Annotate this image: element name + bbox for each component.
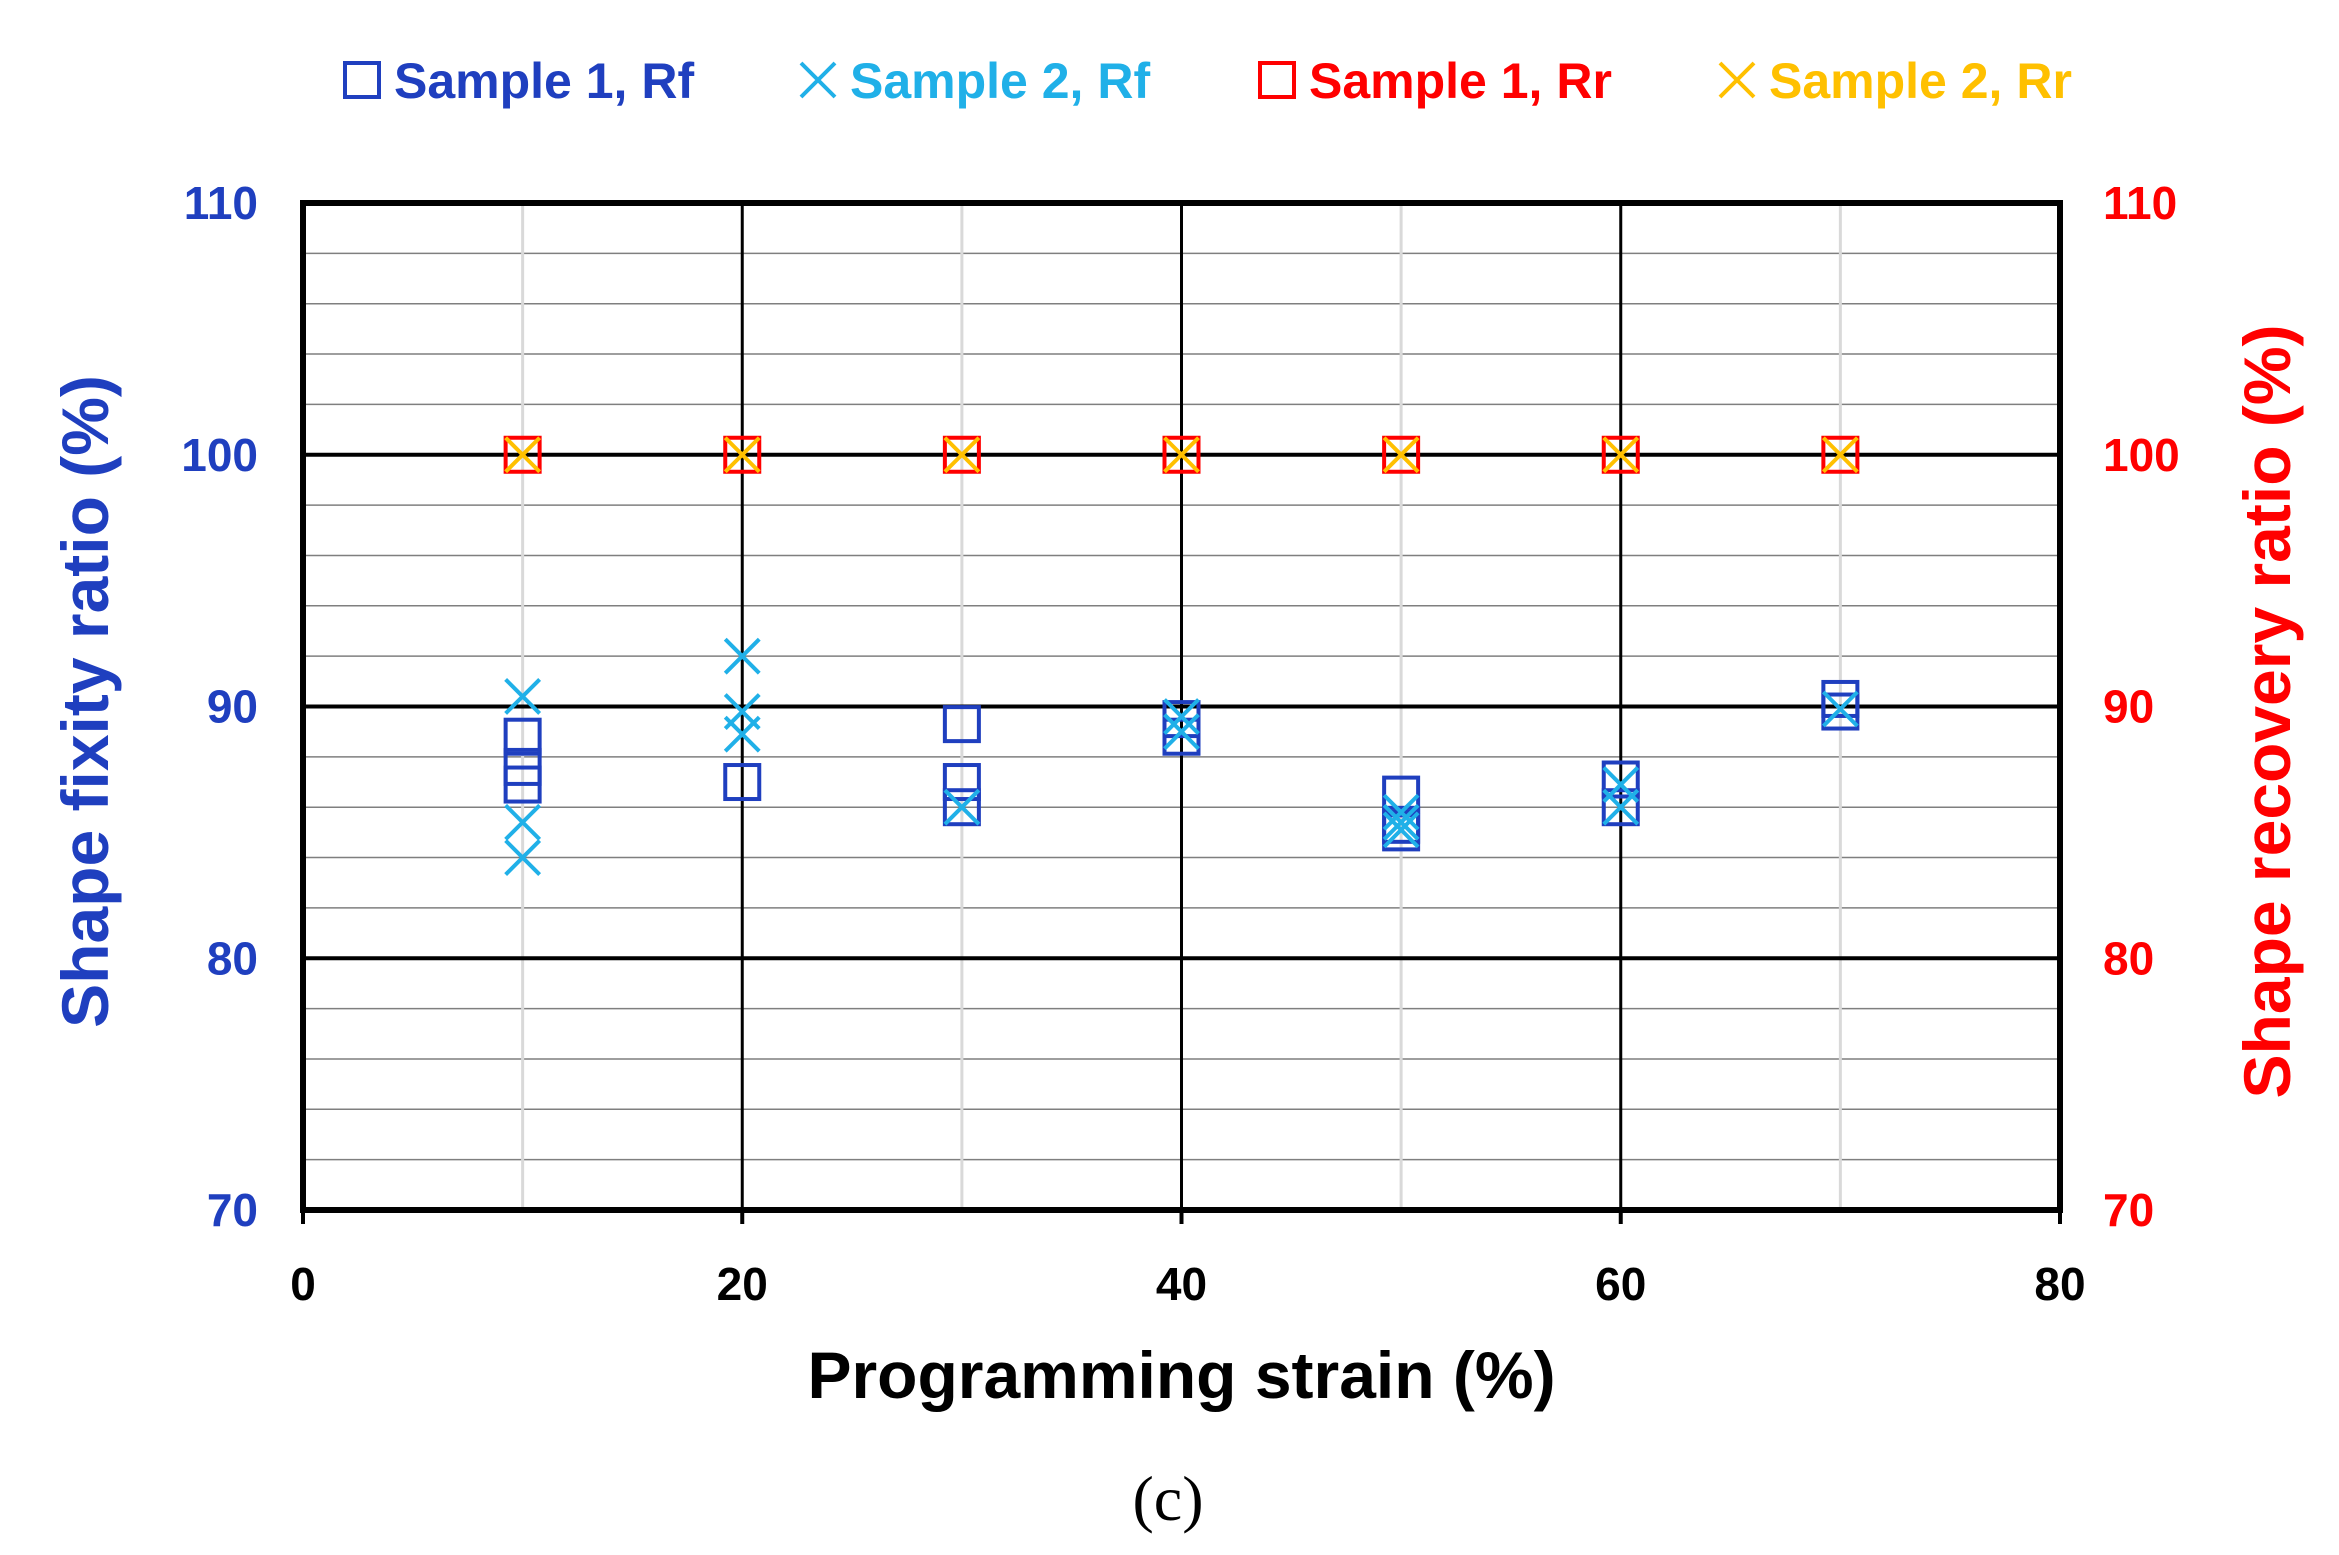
y-left-tick-label: 70 (207, 1184, 258, 1236)
data-point (1601, 760, 1640, 799)
data-point (723, 436, 761, 474)
data-point (1601, 435, 1640, 474)
legend-item: Sample 1, Rf (343, 53, 694, 109)
data-point (1163, 698, 1200, 735)
data-point (1163, 713, 1200, 751)
series-4 (504, 436, 1859, 474)
data-point (504, 678, 542, 715)
y-right-axis-title: Shape recovery ratio (%) (2230, 325, 2304, 1099)
series-2 (504, 637, 1859, 876)
data-point (1602, 436, 1640, 474)
data-point (723, 763, 762, 802)
data-point (504, 803, 542, 841)
data-point (1821, 435, 1860, 474)
data-point (723, 637, 761, 675)
data-point (1162, 717, 1201, 756)
legend-item: Sample 2, Rf (799, 53, 1150, 109)
y-right-tick-label: 110 (2103, 177, 2177, 229)
data-point (503, 717, 542, 756)
major-grid (303, 203, 2060, 1210)
data-point (943, 788, 981, 826)
legend-marker (799, 61, 837, 99)
series-3 (503, 435, 1860, 474)
data-point (1382, 811, 1420, 849)
data-point (1162, 435, 1201, 474)
legend-label: Sample 1, Rr (1309, 53, 1612, 109)
y-right-axis-ticks: 70 80 90 100 110 (2103, 177, 2180, 1236)
y-right-tick-label: 70 (2103, 1184, 2154, 1236)
data-point (942, 705, 981, 744)
x-axis-title: Programming strain (%) (807, 1338, 1555, 1412)
data-point (1382, 435, 1421, 474)
data-point (723, 435, 762, 474)
data-point (1382, 803, 1420, 841)
data-point (1601, 788, 1640, 827)
data-point (504, 839, 542, 876)
y-left-tick-label: 80 (207, 932, 258, 984)
data-point (504, 436, 542, 474)
data-point (1602, 788, 1640, 826)
y-right-tick-label: 80 (2103, 932, 2154, 984)
data-point (1821, 692, 1860, 731)
x-tick-label: 0 (290, 1258, 316, 1310)
data-point (942, 435, 981, 474)
legend: Sample 1, Rf Sample 2, Rf Sample 1, Rr Samp… (343, 53, 2072, 109)
legend-item: Sample 1, Rr (1258, 53, 1612, 109)
legend-marker (343, 61, 381, 99)
data-point (1821, 690, 1859, 728)
x-tick-label: 20 (717, 1258, 768, 1310)
legend-item: Sample 2, Rr (1718, 53, 2072, 109)
data-point (942, 788, 981, 827)
data-point (1821, 436, 1859, 474)
x-tick-label: 40 (1156, 1258, 1207, 1310)
series-1 (503, 679, 1860, 852)
legend-label: Sample 1, Rf (394, 53, 694, 109)
y-left-axis-ticks: 70 80 90 100 110 (181, 177, 258, 1236)
x-axis-ticks: 0 20 40 60 80 (290, 1210, 2086, 1310)
y-left-tick-label: 90 (207, 681, 258, 733)
data-point (503, 765, 542, 804)
data-point (1382, 436, 1420, 474)
y-left-axis-title: Shape fixity ratio (%) (48, 375, 122, 1028)
x-tick-label: 60 (1595, 1258, 1646, 1310)
x-tick-label: 80 (2034, 1258, 2085, 1310)
y-right-tick-label: 90 (2103, 681, 2154, 733)
data-point (1382, 813, 1421, 852)
legend-label: Sample 2, Rr (1769, 53, 2072, 109)
data-point (723, 715, 761, 753)
data-point (942, 763, 981, 802)
legend-marker (1718, 61, 1756, 99)
data-point (1163, 436, 1200, 474)
data-points (503, 435, 1860, 876)
y-left-tick-label: 110 (184, 177, 258, 229)
figure-caption: (c) (1132, 1463, 1203, 1534)
legend-marker (1258, 61, 1296, 99)
data-point (943, 436, 981, 474)
data-point (503, 435, 542, 474)
data-point (1382, 793, 1420, 831)
y-right-tick-label: 100 (2103, 429, 2180, 481)
legend-label: Sample 2, Rf (850, 53, 1150, 109)
y-left-tick-label: 100 (181, 429, 258, 481)
